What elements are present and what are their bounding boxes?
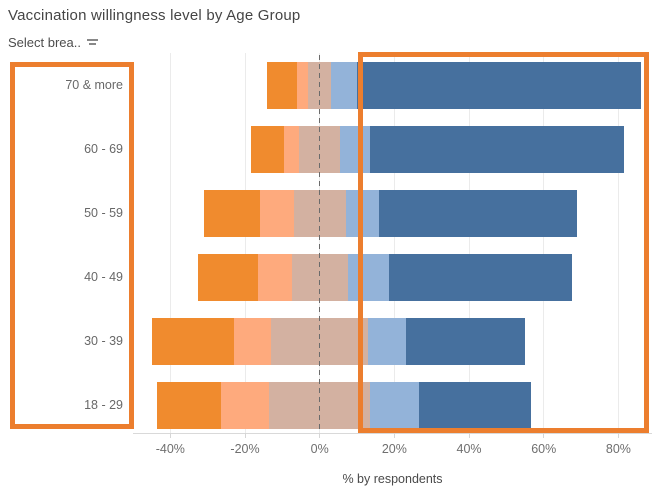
- gridline--20: [244, 53, 246, 433]
- filter-label: Select brea..: [8, 35, 81, 50]
- segment-strongly-unwilling-40-49[interactable]: [198, 253, 259, 301]
- gridline--40: [169, 53, 171, 433]
- segment-somewhat-unwilling-18-29[interactable]: [220, 381, 270, 429]
- tick-mark-20: [393, 433, 395, 438]
- breakdown-filter[interactable]: Select brea..: [8, 35, 99, 50]
- segment-strongly-unwilling-70-more[interactable]: [267, 61, 298, 109]
- segment-somewhat-willing-30-39[interactable]: [368, 317, 406, 365]
- segment-somewhat-willing-60-69[interactable]: [340, 125, 371, 173]
- tick-mark-60: [543, 433, 545, 438]
- category-label-30-39[interactable]: 30 - 39: [84, 334, 123, 348]
- x-axis-line: [133, 433, 652, 434]
- category-label-60-69[interactable]: 60 - 69: [84, 142, 123, 156]
- tick-mark-80: [617, 433, 619, 438]
- sort-filter-icon: [86, 35, 99, 50]
- tick-mark--40: [169, 433, 171, 438]
- tick-mark-0: [319, 433, 321, 438]
- tick-label--40: -40%: [155, 442, 185, 456]
- segment-strongly-willing-50-59[interactable]: [379, 189, 578, 237]
- positive-responses-highlight-box: [358, 52, 649, 433]
- bar-70-more: [267, 61, 641, 109]
- bar-30-39: [151, 317, 526, 365]
- gridline-60: [543, 53, 545, 433]
- segment-strongly-willing-70-more[interactable]: [357, 61, 641, 109]
- x-axis-title: % by respondents: [342, 472, 443, 486]
- segment-somewhat-unwilling-40-49[interactable]: [258, 253, 292, 301]
- segment-strongly-willing-60-69[interactable]: [370, 125, 624, 173]
- segment-strongly-willing-30-39[interactable]: [405, 317, 526, 365]
- plot-area: -40% -20% 0% 20% 40% 60% 80%: [133, 53, 652, 456]
- tick-label-0: 0%: [310, 442, 329, 456]
- tick-label-40: 40%: [456, 442, 482, 456]
- segment-strongly-unwilling-50-59[interactable]: [203, 189, 260, 237]
- category-label-40-49[interactable]: 40 - 49: [84, 270, 123, 284]
- chart-title: Vaccination willingness level by Age Gro…: [8, 7, 301, 24]
- category-labels-highlight-box: [10, 62, 134, 429]
- category-label-70-more[interactable]: 70 & more: [65, 78, 123, 92]
- segment-strongly-willing-18-29[interactable]: [418, 381, 531, 429]
- tick-label--20: -20%: [230, 442, 260, 456]
- y-axis-labels: 70 & more 60 - 69 50 - 59 40 - 49 30 - 39 18 …: [0, 0, 123, 500]
- gridline-20: [393, 53, 395, 433]
- bar-60-69: [250, 125, 624, 173]
- segment-somewhat-willing-40-49[interactable]: [347, 253, 389, 301]
- segment-somewhat-unwilling-30-39[interactable]: [233, 317, 272, 365]
- gridline-40: [468, 53, 470, 433]
- segment-somewhat-unwilling-70-more[interactable]: [297, 61, 309, 109]
- gridline-80: [617, 53, 619, 433]
- segment-somewhat-unwilling-50-59[interactable]: [259, 189, 294, 237]
- category-label-50-59[interactable]: 50 - 59: [84, 206, 123, 220]
- segment-strongly-willing-40-49[interactable]: [388, 253, 572, 301]
- tick-mark-40: [468, 433, 470, 438]
- segment-strongly-unwilling-60-69[interactable]: [250, 125, 285, 173]
- segment-somewhat-unwilling-60-69[interactable]: [284, 125, 300, 173]
- tick-mark--20: [244, 433, 246, 438]
- segment-somewhat-willing-18-29[interactable]: [370, 381, 419, 429]
- category-label-18-29[interactable]: 18 - 29: [84, 398, 123, 412]
- tick-label-60: 60%: [531, 442, 557, 456]
- segment-strongly-unwilling-30-39[interactable]: [151, 317, 234, 365]
- segment-somewhat-willing-70-more[interactable]: [330, 61, 357, 109]
- tick-label-20: 20%: [381, 442, 407, 456]
- zero-line: [318, 55, 321, 438]
- segment-strongly-unwilling-18-29[interactable]: [157, 381, 221, 429]
- tick-label-80: 80%: [605, 442, 631, 456]
